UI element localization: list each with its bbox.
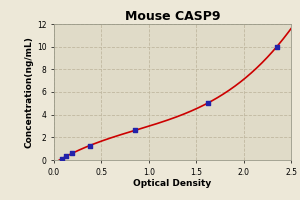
- Point: [59, 157, 64, 161]
- Point: [70, 151, 74, 154]
- Title: Mouse CASP9: Mouse CASP9: [125, 10, 220, 23]
- Point: [132, 128, 137, 132]
- Y-axis label: Concentration(ng/mL): Concentration(ng/mL): [25, 36, 34, 148]
- Point: [274, 45, 279, 48]
- Point: [64, 154, 69, 158]
- Point: [205, 102, 210, 105]
- Point: [88, 145, 92, 148]
- X-axis label: Optical Density: Optical Density: [134, 179, 212, 188]
